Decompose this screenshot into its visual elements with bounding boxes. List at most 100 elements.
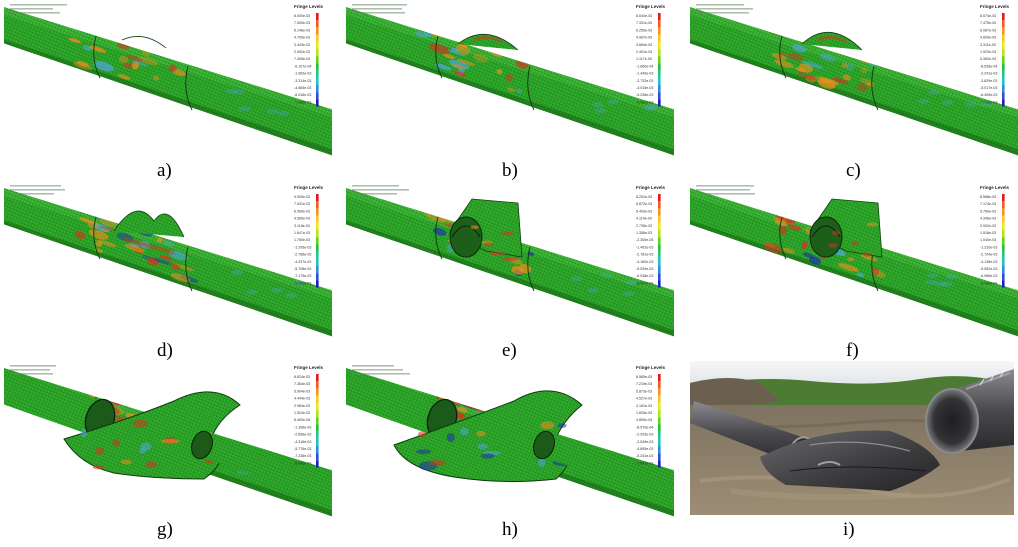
legend-value: -5.298e-03 (636, 93, 653, 97)
legend-value: 4.527e-03 (636, 397, 652, 401)
deformation (449, 198, 523, 262)
legend-value: -6.918e-03 (636, 274, 653, 278)
legend-value: 8.824e-03 (294, 375, 310, 379)
legend-value: 6.250e-03 (636, 28, 652, 32)
legend-color-swatch (1002, 222, 1005, 230)
legend-color-swatch (316, 244, 319, 252)
sleeve-seams (93, 216, 193, 292)
caption-f: f) (846, 340, 859, 361)
legend-value: 5.493e-03 (636, 209, 652, 213)
legend-color-swatch (1002, 258, 1005, 266)
legend-value: -6.107e-04 (294, 64, 311, 68)
legend-value: 7.364e-03 (294, 382, 310, 386)
model-header (10, 4, 67, 14)
fringe-legend: Fringe Levels 8.000e-03 7.500e-03 6.146e-03… (294, 4, 324, 107)
legend-color-swatch (1002, 92, 1005, 100)
legend-color-swatch (658, 194, 661, 202)
legend-value: 2.984e-03 (294, 404, 310, 408)
model-header (352, 365, 410, 375)
legend-value: -2.781e-03 (636, 253, 653, 257)
legend-color-swatch (316, 266, 319, 274)
legend-value: 1.923e-03 (980, 50, 996, 54)
pipe-simulation-c: Fringe Levels 8.074e-03 7.475e-03 6.087e-03… (690, 4, 1018, 156)
legend-color-swatch (1002, 208, 1005, 216)
legend-value: 4.114e-03 (636, 217, 652, 221)
legend-value: -7.793e-03 (980, 100, 997, 104)
legend-color-swatch (658, 273, 661, 281)
legend-value: -2.732e-03 (636, 79, 653, 83)
soil-bank (690, 378, 780, 413)
legend-color-swatch (316, 13, 319, 21)
torn-pipe-sheet (760, 430, 940, 491)
legend-color-swatch (1002, 27, 1005, 35)
legend-value: 8.588e-03 (980, 195, 996, 199)
legend-value: 1.835e-03 (636, 411, 652, 415)
legend-color-swatch (316, 99, 319, 107)
legend-value: -5.552e-03 (980, 267, 997, 271)
legend-color-swatch (658, 244, 661, 252)
legend-color-swatch (1002, 77, 1005, 85)
legend-value: 7.531e-03 (294, 202, 310, 206)
legend-color-swatch (658, 56, 661, 64)
legend-value: 4.795e-03 (294, 36, 310, 40)
pipe-simulation-b: Fringe Levels 8.044e-03 7.331e-03 6.250e-03… (346, 4, 674, 156)
panel-a-fea-plot: Fringe Levels 8.000e-03 7.500e-03 6.146e-03… (4, 0, 332, 156)
fringe-legend: Fringe Levels 9.000e-03 7.531e-03 6.060e-03… (294, 185, 324, 288)
legend-color-swatch (1002, 201, 1005, 209)
legend-value: 4.589e-03 (294, 217, 310, 221)
pipe-body (346, 7, 674, 156)
legend-value: -1.295e-03 (294, 245, 311, 249)
legend-value: 4.890e-04 (636, 418, 652, 422)
caption-h: h) (502, 519, 518, 540)
legend-value: -3.629e-03 (980, 79, 997, 83)
legend-value: -2.203e-03 (636, 433, 653, 437)
legend-value: 7.475e-03 (980, 21, 996, 25)
legend-color-swatch (316, 402, 319, 410)
legend-color-swatch (658, 410, 661, 418)
legend-color-swatch (316, 374, 319, 382)
model-header (10, 185, 65, 195)
legend-color-swatch (316, 194, 319, 202)
legend-value: 4.444e-03 (294, 397, 310, 401)
legend-value: 4.699e-03 (980, 36, 996, 40)
panel-d-fea-plot: Fringe Levels 9.000e-03 7.531e-03 6.060e-03… (4, 181, 332, 337)
legend-color-swatch (316, 77, 319, 85)
legend-title: Fringe Levels (636, 185, 666, 190)
legend-color-swatch (1002, 56, 1005, 64)
fringe-legend: Fringe Levels 8.251e-03 6.872e-03 5.493e-03… (636, 185, 666, 288)
legend-value: -8.297e-03 (636, 281, 653, 285)
legend-color-swatch (316, 410, 319, 418)
pipe-simulation-d: Fringe Levels 9.000e-03 7.531e-03 6.060e-03… (4, 185, 332, 337)
legend-value: 2.932e-03 (980, 224, 996, 228)
legend-value: -2.856e-03 (294, 433, 311, 437)
deformation (121, 36, 167, 49)
legend-value: -7.587e-03 (636, 461, 653, 465)
legend-value: 1.356e-03 (636, 231, 652, 235)
legend-value: -1.449e-03 (636, 72, 653, 76)
legend-color-swatch (1002, 273, 1005, 281)
fringe-legend: Fringe Levels 8.824e-03 7.364e-03 5.904e-03… (294, 365, 324, 468)
legend-color-swatch (658, 431, 661, 439)
legend-value: -5.539e-03 (636, 267, 653, 271)
legend-color-swatch (316, 424, 319, 432)
pipe-body (690, 7, 1018, 156)
legend-color-swatch (316, 388, 319, 396)
caption-g: g) (157, 519, 173, 540)
legend-color-swatch (1002, 70, 1005, 78)
legend-value: 7.405e-04 (294, 57, 310, 61)
legend-color-swatch (316, 395, 319, 403)
legend-value: -8.380e-03 (980, 281, 997, 285)
legend-color-swatch (316, 431, 319, 439)
legend-color-swatch (1002, 20, 1005, 28)
legend-value: 1.117e-03 (636, 57, 652, 61)
fringe-legend: Fringe Levels 8.565e-03 7.219e-03 5.873e-03… (636, 365, 666, 468)
legend-value: 7.500e-03 (294, 21, 310, 25)
caption-b: b) (502, 160, 518, 181)
legend-value: 6.400e-05 (294, 418, 310, 422)
legend-color-swatch (1002, 34, 1005, 42)
legend-color-swatch (1002, 63, 1005, 71)
legend-value: 1.647e-03 (294, 231, 310, 235)
legend-color-swatch (1002, 194, 1005, 202)
legend-value: 6.146e-03 (294, 28, 310, 32)
legend-value: -1.402e-03 (636, 245, 653, 249)
